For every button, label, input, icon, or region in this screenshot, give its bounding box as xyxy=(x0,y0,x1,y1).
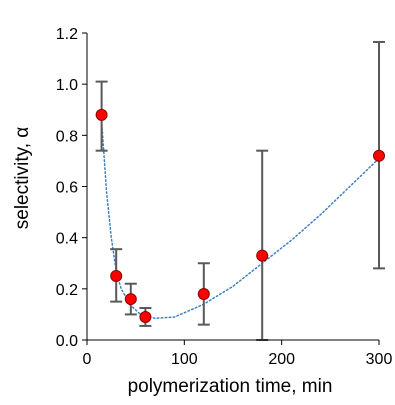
y-tick-label: 0.8 xyxy=(56,128,78,145)
y-tick-label: 0.6 xyxy=(56,180,78,197)
error-bars xyxy=(95,40,385,341)
y-tick-label: 0.4 xyxy=(56,231,78,248)
data-point xyxy=(124,293,137,306)
x-tick-label: 200 xyxy=(268,351,295,368)
tick-labels: 0.0 0.2 0.4 0.6 0.8 1.0 1.2 0 100 200 300 xyxy=(56,26,393,368)
trendline xyxy=(100,119,380,320)
plot-area: 0.0 0.2 0.4 0.6 0.8 1.0 1.2 0 100 200 300 xyxy=(56,26,393,368)
x-axis-title: polymerization time, min xyxy=(128,376,333,397)
data-point xyxy=(197,287,210,300)
data-point xyxy=(373,149,385,162)
y-tick-label: 0.2 xyxy=(56,282,78,299)
data-point xyxy=(139,310,152,323)
data-points xyxy=(95,108,385,323)
x-tick-label: 0 xyxy=(83,351,92,368)
y-tick-label: 0.0 xyxy=(56,333,78,350)
x-tick-label: 300 xyxy=(366,351,393,368)
y-tick-label: 1.2 xyxy=(56,26,78,43)
data-point xyxy=(256,249,269,262)
data-point xyxy=(95,108,108,121)
data-point xyxy=(110,270,123,283)
trendline-layer xyxy=(100,119,380,320)
axes xyxy=(82,32,380,345)
x-tick-label: 100 xyxy=(171,351,198,368)
y-tick-label: 1.0 xyxy=(56,77,78,94)
y-axis-title: selectivity, α xyxy=(12,127,33,230)
